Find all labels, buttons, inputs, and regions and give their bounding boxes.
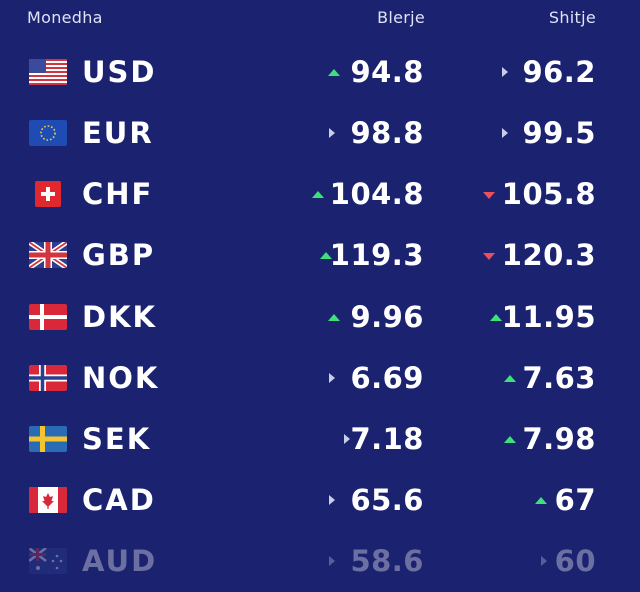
uk-flag-icon bbox=[29, 242, 67, 268]
trend-flat-icon bbox=[344, 434, 350, 444]
trend-up-icon bbox=[504, 436, 516, 443]
trend-flat-icon bbox=[329, 556, 335, 566]
trend-up-icon bbox=[312, 191, 324, 198]
rate-row-nok: NOK 6.69 7.63 bbox=[0, 348, 640, 409]
buy-value: 6.69 bbox=[350, 361, 424, 395]
rate-row-eur: EUR 98.8 99.5 bbox=[0, 103, 640, 164]
currency-column-header: Monedha bbox=[27, 8, 103, 27]
currency-code: CAD bbox=[82, 483, 156, 517]
trend-up-icon bbox=[535, 497, 547, 504]
sweden-flag-icon bbox=[29, 426, 67, 452]
trend-flat-icon bbox=[329, 128, 335, 138]
rate-row-usd: USD 94.8 96.2 bbox=[0, 42, 640, 103]
buy-value: 58.6 bbox=[350, 544, 424, 578]
sell-value: 96.2 bbox=[522, 55, 596, 89]
trend-down-icon bbox=[483, 192, 495, 199]
buy-value: 94.8 bbox=[350, 55, 424, 89]
rate-row-chf: CHF 104.8 105.8 bbox=[0, 164, 640, 225]
eu-flag-icon bbox=[29, 120, 67, 146]
trend-flat-icon bbox=[541, 556, 547, 566]
sell-value: 7.63 bbox=[522, 361, 596, 395]
trend-flat-icon bbox=[329, 373, 335, 383]
rate-row-aud: AUD 58.6 60 bbox=[0, 531, 640, 592]
currency-code: GBP bbox=[82, 238, 156, 272]
currency-code: USD bbox=[82, 55, 157, 89]
norway-flag-icon bbox=[29, 365, 67, 391]
currency-code: NOK bbox=[82, 361, 160, 395]
currency-code: SEK bbox=[82, 422, 152, 456]
sell-value: 99.5 bbox=[522, 116, 596, 150]
currency-code: AUD bbox=[82, 544, 158, 578]
buy-value: 98.8 bbox=[350, 116, 424, 150]
currency-code: CHF bbox=[82, 177, 154, 211]
trend-up-icon bbox=[504, 375, 516, 382]
trend-up-icon bbox=[328, 69, 340, 76]
rate-row-gbp: GBP 119.3 120.3 bbox=[0, 225, 640, 286]
sell-value: 60 bbox=[554, 544, 596, 578]
trend-down-icon bbox=[483, 253, 495, 260]
trend-flat-icon bbox=[329, 495, 335, 505]
trend-up-icon bbox=[328, 314, 340, 321]
currency-code: DKK bbox=[82, 300, 158, 334]
sell-value: 7.98 bbox=[522, 422, 596, 456]
sell-value: 67 bbox=[554, 483, 596, 517]
rate-row-cad: CAD 65.6 67 bbox=[0, 470, 640, 531]
buy-column-header: Blerje bbox=[377, 8, 425, 27]
usa-flag-icon bbox=[29, 59, 67, 85]
australia-flag-icon bbox=[29, 548, 67, 574]
trend-flat-icon bbox=[502, 67, 508, 77]
denmark-flag-icon bbox=[29, 304, 67, 330]
trend-up-icon bbox=[320, 252, 332, 259]
swiss-flag-icon bbox=[35, 181, 61, 207]
table-header: Monedha Blerje Shitje bbox=[0, 0, 640, 36]
buy-value: 65.6 bbox=[350, 483, 424, 517]
rate-row-sek: SEK 7.18 7.98 bbox=[0, 409, 640, 470]
buy-value: 7.18 bbox=[350, 422, 424, 456]
buy-value: 9.96 bbox=[350, 300, 424, 334]
sell-value: 120.3 bbox=[501, 238, 596, 272]
trend-flat-icon bbox=[502, 128, 508, 138]
buy-value: 119.3 bbox=[329, 238, 424, 272]
rate-row-dkk: DKK 9.96 11.95 bbox=[0, 287, 640, 348]
canada-flag-icon bbox=[29, 487, 67, 513]
trend-up-icon bbox=[490, 314, 502, 321]
buy-value: 104.8 bbox=[329, 177, 424, 211]
sell-value: 105.8 bbox=[501, 177, 596, 211]
sell-value: 11.95 bbox=[501, 300, 596, 334]
sell-column-header: Shitje bbox=[548, 8, 596, 27]
currency-code: EUR bbox=[82, 116, 154, 150]
